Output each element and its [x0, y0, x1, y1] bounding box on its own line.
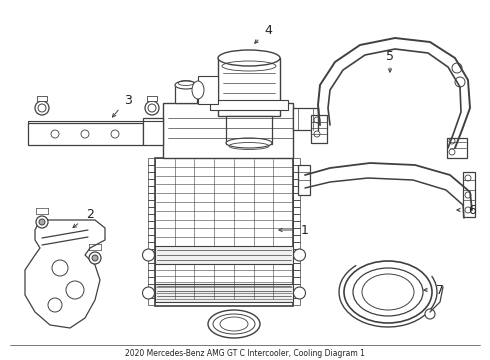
Bar — [148, 270, 155, 277]
Bar — [293, 108, 318, 130]
Bar — [293, 179, 300, 186]
Bar — [293, 263, 300, 270]
Bar — [293, 228, 300, 235]
Bar — [148, 186, 155, 193]
Bar — [311, 115, 327, 143]
Circle shape — [145, 101, 159, 115]
Ellipse shape — [344, 261, 432, 323]
Bar — [148, 165, 155, 172]
Bar — [155, 158, 293, 306]
Bar — [143, 118, 163, 145]
Circle shape — [143, 249, 154, 261]
Bar — [298, 165, 310, 195]
Bar — [293, 256, 300, 263]
Bar — [148, 277, 155, 284]
Text: 1: 1 — [301, 224, 309, 237]
Bar — [155, 284, 293, 302]
Bar — [210, 100, 288, 110]
Bar — [148, 291, 155, 298]
Circle shape — [35, 101, 49, 115]
Bar — [148, 284, 155, 291]
Bar — [175, 85, 197, 103]
Bar — [293, 235, 300, 242]
Text: 3: 3 — [124, 94, 132, 107]
Bar — [148, 256, 155, 263]
Text: 5: 5 — [386, 50, 394, 63]
Bar — [293, 158, 300, 165]
Bar — [148, 263, 155, 270]
Bar — [218, 58, 280, 116]
Bar — [148, 228, 155, 235]
Bar — [198, 76, 218, 104]
Circle shape — [143, 287, 154, 299]
Ellipse shape — [175, 81, 197, 89]
Text: 6: 6 — [468, 203, 476, 216]
Text: 4: 4 — [264, 23, 272, 36]
Bar — [148, 207, 155, 214]
Bar — [293, 172, 300, 179]
Bar — [148, 249, 155, 256]
Bar — [155, 246, 293, 264]
Bar — [293, 193, 300, 200]
Bar — [293, 242, 300, 249]
Bar — [148, 221, 155, 228]
Circle shape — [294, 249, 305, 261]
Ellipse shape — [192, 81, 204, 99]
Bar — [293, 207, 300, 214]
Bar — [293, 277, 300, 284]
Circle shape — [89, 252, 101, 264]
Bar — [226, 116, 272, 144]
Text: 7: 7 — [436, 284, 444, 297]
Bar — [148, 172, 155, 179]
Bar — [293, 284, 300, 291]
Ellipse shape — [226, 138, 272, 148]
Bar — [148, 158, 155, 165]
Bar — [293, 249, 300, 256]
Bar — [148, 193, 155, 200]
Circle shape — [294, 287, 305, 299]
Circle shape — [39, 219, 45, 225]
Bar — [293, 200, 300, 207]
Text: 2: 2 — [86, 207, 94, 220]
Bar — [148, 235, 155, 242]
Circle shape — [92, 255, 98, 261]
Bar — [148, 200, 155, 207]
Bar — [148, 214, 155, 221]
Circle shape — [425, 309, 435, 319]
Bar — [148, 298, 155, 305]
Ellipse shape — [208, 310, 260, 338]
Circle shape — [36, 216, 48, 228]
Bar — [293, 186, 300, 193]
Bar — [28, 123, 143, 145]
Bar — [148, 242, 155, 249]
Ellipse shape — [218, 50, 280, 66]
Bar — [148, 179, 155, 186]
Bar — [147, 96, 157, 101]
Bar — [293, 214, 300, 221]
Bar — [37, 96, 47, 101]
Bar — [163, 103, 293, 158]
Bar — [293, 291, 300, 298]
Bar — [463, 172, 475, 217]
Bar — [293, 270, 300, 277]
Bar — [293, 221, 300, 228]
Ellipse shape — [353, 268, 423, 316]
Text: 2020 Mercedes-Benz AMG GT C Intercooler, Cooling Diagram 1: 2020 Mercedes-Benz AMG GT C Intercooler,… — [125, 350, 365, 359]
Bar — [293, 165, 300, 172]
Bar — [293, 298, 300, 305]
Polygon shape — [25, 220, 105, 328]
Bar — [447, 138, 467, 158]
